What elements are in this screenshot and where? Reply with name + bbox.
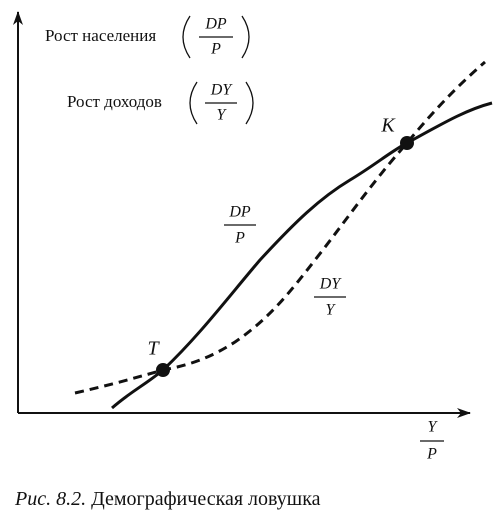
paren <box>241 15 250 59</box>
point <box>400 136 414 150</box>
curve-population <box>111 101 493 410</box>
x-axis-label-numerator: Y <box>428 419 439 436</box>
fraction-numerator: DY <box>210 82 234 99</box>
point-label: K <box>380 115 396 137</box>
fraction-denominator: P <box>210 41 221 58</box>
paren <box>245 81 254 125</box>
curve-income <box>74 60 486 395</box>
fraction-numerator: DP <box>204 16 227 33</box>
paren <box>182 15 191 59</box>
caption-text: Демографическая ловушка <box>91 488 321 510</box>
point-label: T <box>147 338 160 360</box>
x-axis-label-denominator: P <box>426 446 437 463</box>
y-axis-label: Рост населения <box>45 26 156 45</box>
curve-label-numerator: DP <box>228 204 251 221</box>
paren <box>189 81 198 125</box>
curve-label-numerator: DY <box>319 276 343 293</box>
curve-label-denominator: P <box>234 230 245 247</box>
caption: Рис. 8.2. Демографическая ловушка <box>14 488 321 510</box>
point <box>156 363 170 377</box>
caption-label: Рис. 8.2. <box>14 488 86 510</box>
y-axis-label: Рост доходов <box>67 92 162 111</box>
fraction-denominator: Y <box>217 107 228 124</box>
curve-label-denominator: Y <box>326 302 337 319</box>
